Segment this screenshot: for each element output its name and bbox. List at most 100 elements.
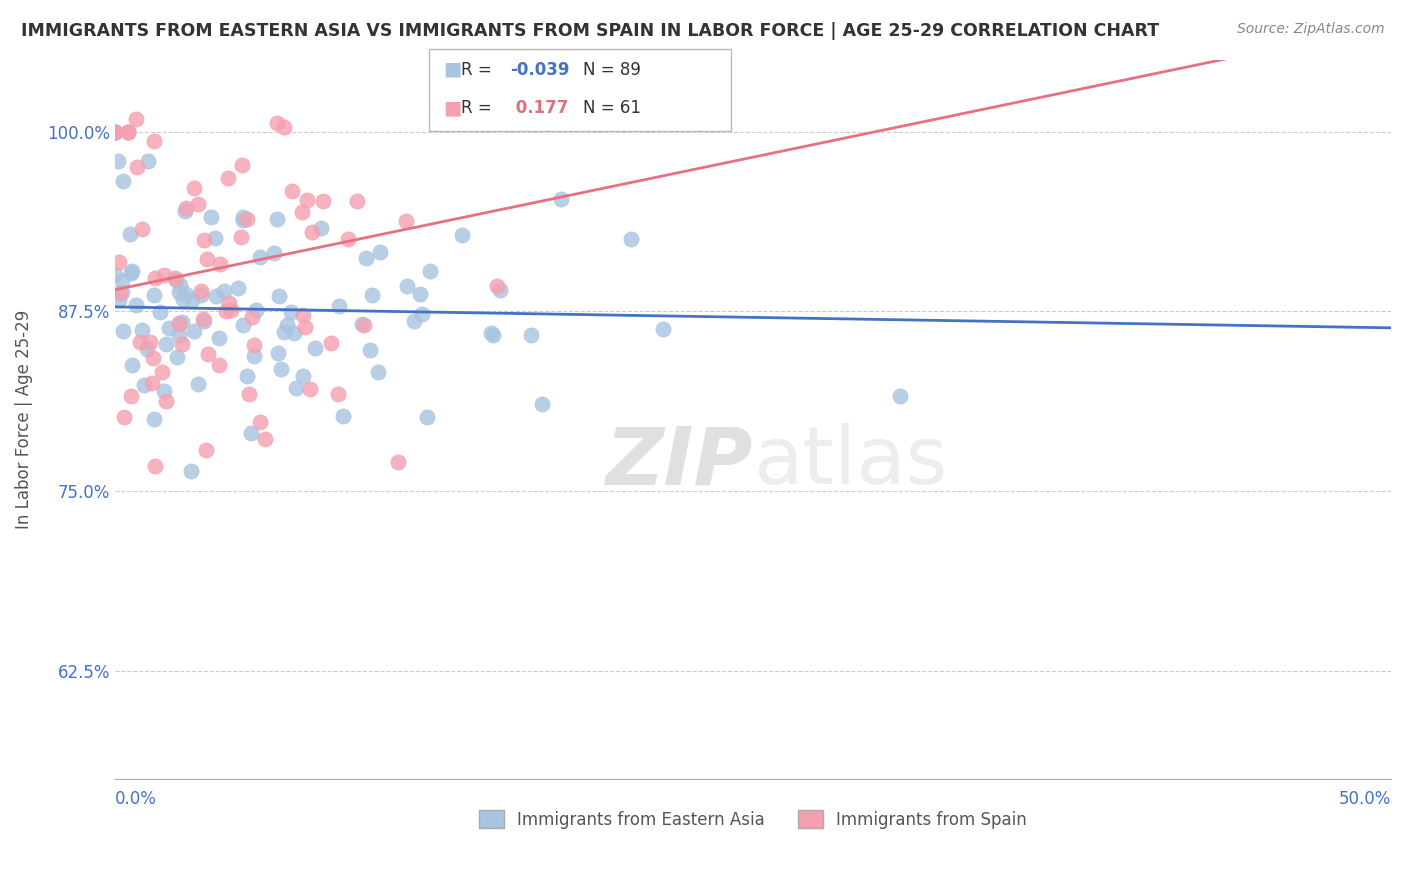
- Point: [411, 307, 433, 321]
- Point: [108, 285, 131, 300]
- Point: [104, 124, 127, 138]
- Point: [107, 153, 129, 168]
- Text: ZIP: ZIP: [606, 424, 752, 501]
- Point: [167, 317, 190, 331]
- Point: [651, 322, 673, 336]
- Point: [367, 365, 389, 379]
- Point: [550, 192, 572, 206]
- Point: [208, 331, 231, 345]
- Text: ■: ■: [443, 60, 461, 78]
- Point: [117, 124, 139, 138]
- Point: [193, 233, 215, 247]
- Point: [120, 389, 142, 403]
- Point: [172, 292, 194, 306]
- Point: [215, 304, 238, 318]
- Point: [294, 320, 316, 334]
- Point: [231, 158, 253, 172]
- Point: [273, 120, 295, 134]
- Point: [111, 285, 134, 300]
- Point: [531, 397, 554, 411]
- Point: [191, 312, 214, 326]
- Point: [238, 387, 260, 401]
- Point: [332, 409, 354, 424]
- Point: [359, 343, 381, 357]
- Point: [291, 368, 314, 383]
- Point: [328, 299, 350, 313]
- Point: [104, 268, 127, 282]
- Point: [217, 171, 239, 186]
- Point: [219, 302, 242, 317]
- Point: [152, 268, 174, 282]
- Point: [195, 252, 218, 266]
- Text: R =: R =: [461, 99, 498, 117]
- Point: [143, 287, 166, 301]
- Point: [297, 193, 319, 207]
- Point: [488, 283, 510, 297]
- Point: [208, 257, 231, 271]
- Point: [174, 201, 197, 215]
- Text: N = 89: N = 89: [583, 61, 641, 78]
- Point: [143, 412, 166, 426]
- Point: [620, 232, 643, 246]
- Point: [235, 369, 257, 384]
- Point: [180, 464, 202, 478]
- Point: [416, 409, 439, 424]
- Point: [245, 302, 267, 317]
- Point: [143, 458, 166, 473]
- Text: 50.0%: 50.0%: [1339, 790, 1391, 808]
- Point: [127, 160, 149, 174]
- Point: [266, 212, 288, 227]
- Point: [157, 320, 180, 334]
- Point: [142, 351, 165, 365]
- Point: [253, 432, 276, 446]
- Point: [370, 245, 392, 260]
- Point: [170, 336, 193, 351]
- Point: [183, 324, 205, 338]
- Point: [218, 296, 240, 310]
- Point: [387, 455, 409, 469]
- Y-axis label: In Labor Force | Age 25-29: In Labor Force | Age 25-29: [15, 310, 32, 529]
- Point: [482, 327, 505, 342]
- Point: [479, 326, 502, 340]
- Point: [304, 341, 326, 355]
- Point: [143, 270, 166, 285]
- Point: [249, 250, 271, 264]
- Point: [281, 184, 304, 198]
- Point: [229, 230, 252, 244]
- Point: [353, 318, 375, 332]
- Point: [176, 286, 198, 301]
- Point: [181, 293, 204, 307]
- Point: [419, 264, 441, 278]
- Point: [266, 116, 288, 130]
- Point: [396, 279, 419, 293]
- Text: IMMIGRANTS FROM EASTERN ASIA VS IMMIGRANTS FROM SPAIN IN LABOR FORCE | AGE 25-29: IMMIGRANTS FROM EASTERN ASIA VS IMMIGRAN…: [21, 22, 1159, 40]
- Point: [167, 317, 190, 331]
- Point: [153, 384, 176, 398]
- Point: [337, 232, 360, 246]
- Point: [112, 410, 135, 425]
- Point: [232, 318, 254, 332]
- Point: [249, 415, 271, 429]
- Point: [361, 288, 384, 302]
- Point: [121, 359, 143, 373]
- Point: [208, 358, 231, 372]
- Point: [346, 194, 368, 208]
- Point: [166, 350, 188, 364]
- Point: [232, 213, 254, 227]
- Point: [284, 381, 307, 395]
- Point: [243, 349, 266, 363]
- Point: [104, 124, 127, 138]
- Point: [125, 298, 148, 312]
- Point: [108, 293, 131, 307]
- Point: [200, 211, 222, 225]
- Point: [889, 389, 911, 403]
- Point: [183, 181, 205, 195]
- Point: [292, 308, 315, 322]
- Point: [354, 251, 377, 265]
- Point: [108, 254, 131, 268]
- Point: [174, 203, 197, 218]
- Point: [125, 112, 148, 126]
- Point: [319, 336, 342, 351]
- Point: [204, 230, 226, 244]
- Point: [485, 279, 508, 293]
